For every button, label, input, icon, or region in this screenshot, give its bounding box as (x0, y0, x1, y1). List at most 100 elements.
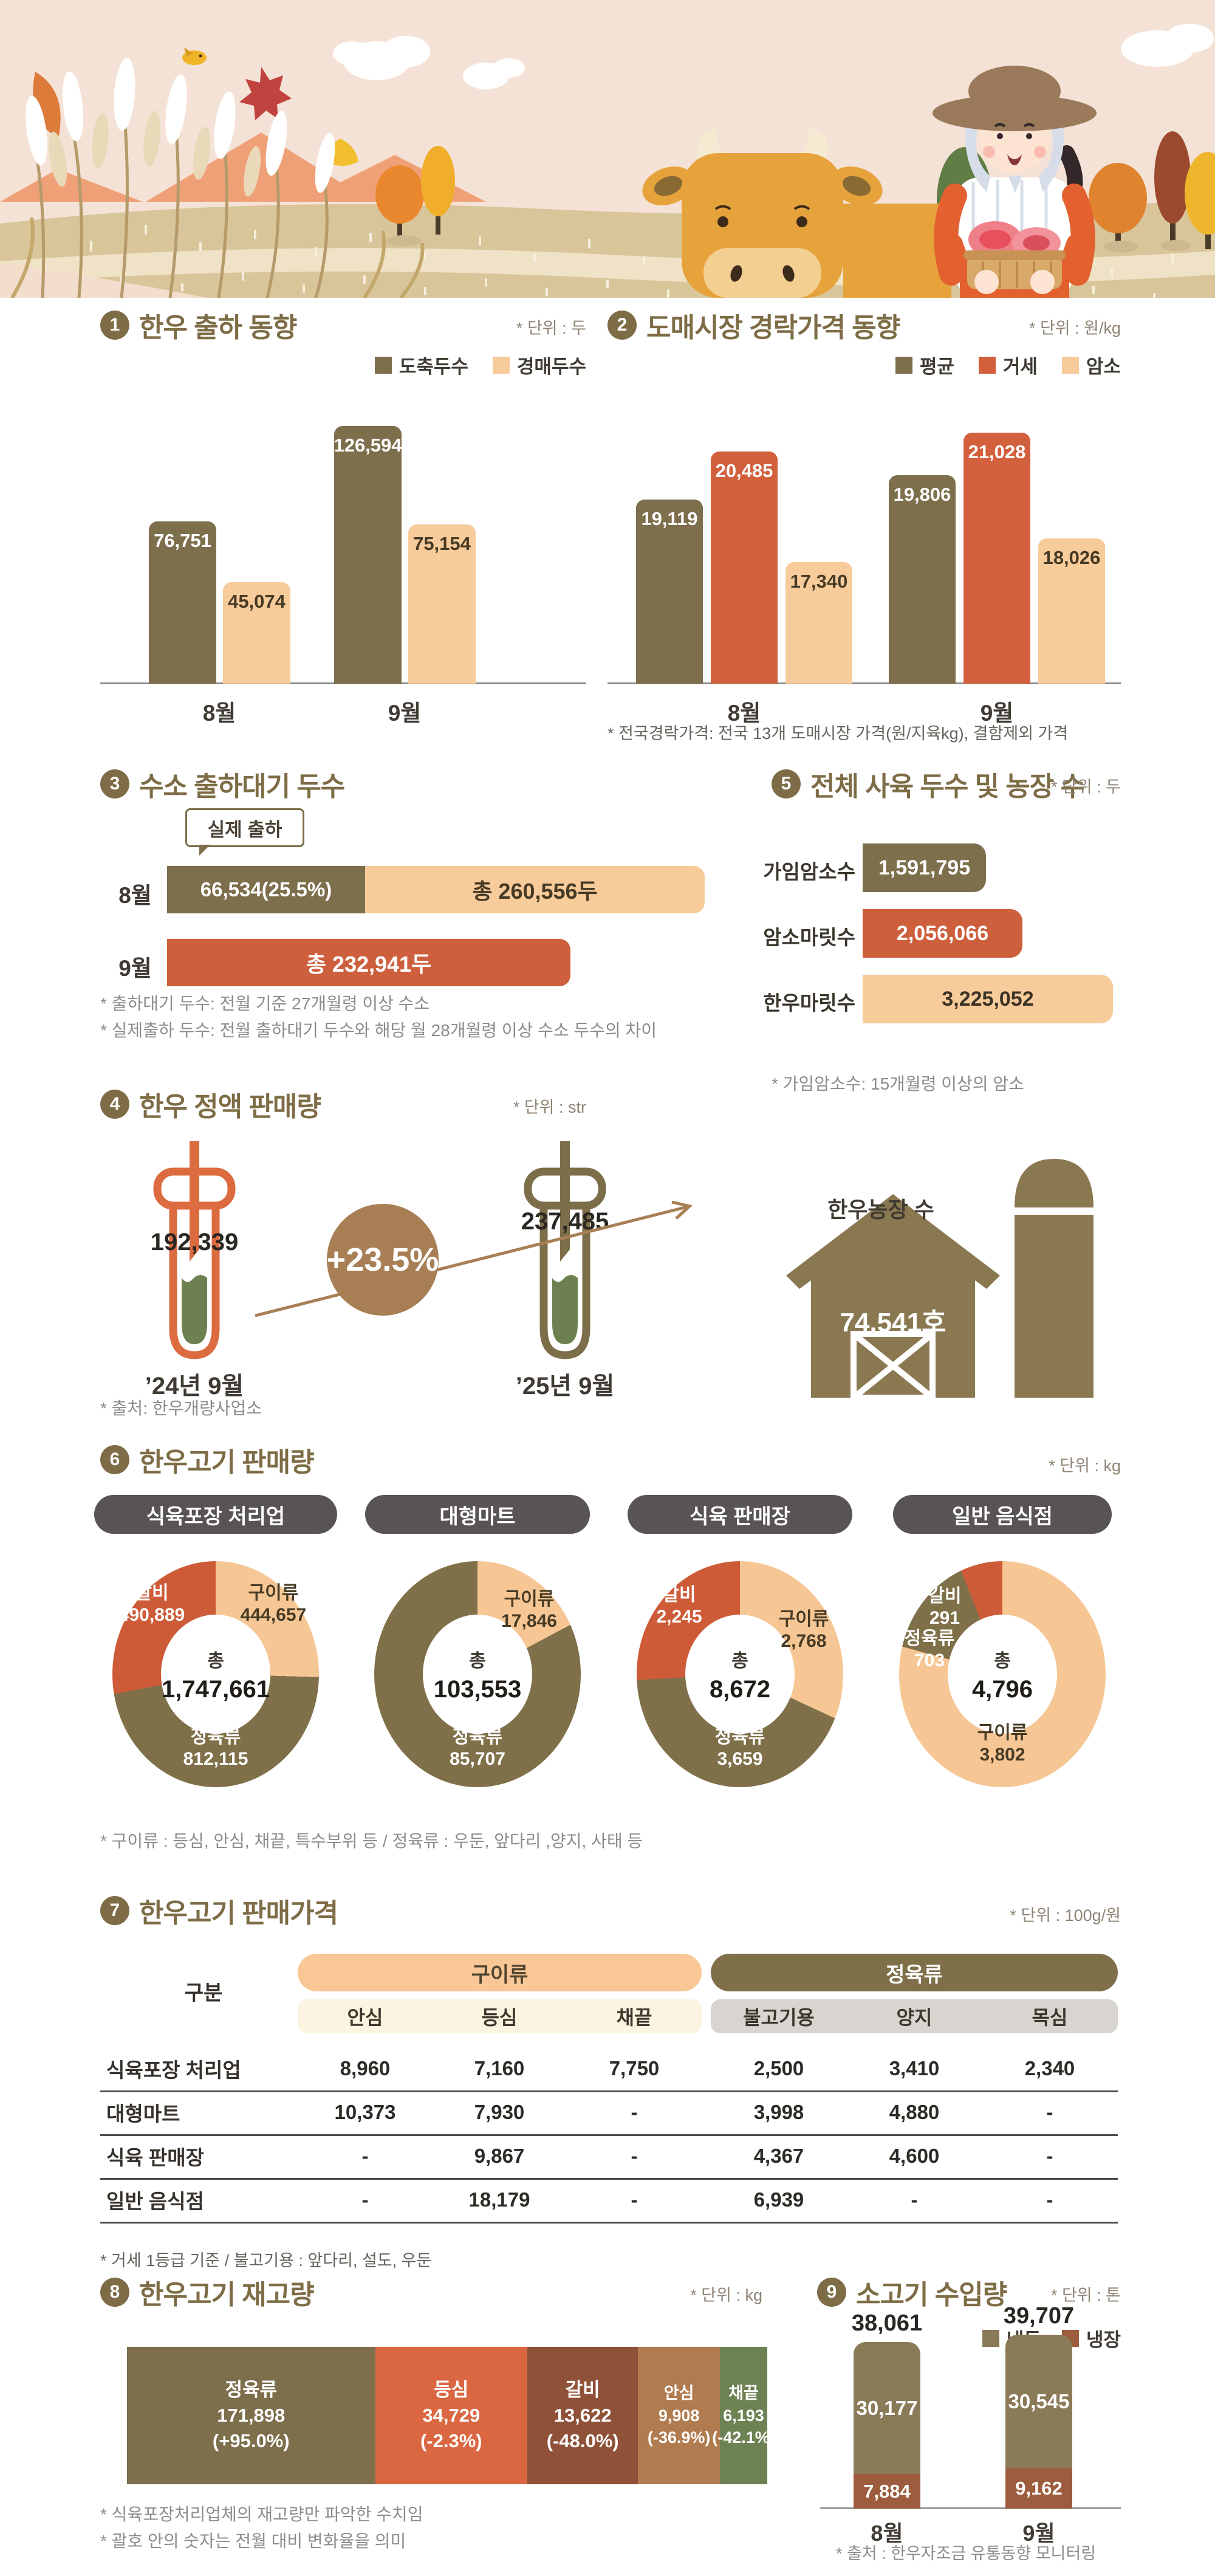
table-subheader-bg (711, 1999, 1118, 2033)
stock-segment-text: 채끝 (728, 2384, 759, 2403)
hbar-9월: 총 232,941두 (167, 939, 570, 986)
donut-total-value: 1,747,661 (162, 1675, 270, 1703)
section-9-unit: * 단위 : 톤 (1050, 2286, 1121, 2304)
slice-label-갈비: 갈비 2,245 (656, 1584, 702, 1628)
section-4-badge: 4 (100, 1090, 129, 1119)
bar-total: 38,061 (851, 2310, 923, 2336)
table-row: 식육포장 처리업 8,960 7,160 7,750 2,500 3,410 2,340 (100, 2047, 1118, 2092)
slice-value: 291 (929, 1608, 960, 1628)
table-column-header: 불고기용 (743, 2007, 815, 2028)
section-5-title: 5 전체 사육 두수 및 농장 수 (772, 764, 1085, 803)
bar-value: 17,340 (790, 571, 848, 592)
bar-value: 30,177 (856, 2396, 918, 2419)
section-2-title: 2 도매시장 경락가격 동향 (608, 306, 900, 345)
testtube-icon (513, 1141, 617, 1378)
donut-chart-대형마트: 총 103,553 구이류 17,846 정육류 85,707 (374, 1561, 581, 1787)
slice-name: 갈비 (928, 1586, 962, 1606)
segment-value: 66,534(25.5%) (200, 878, 332, 901)
channel-pill: 일반 음식점 (893, 1495, 1112, 1534)
stock-segment-text: (+95.0%) (212, 2430, 290, 2451)
legend-swatch (374, 356, 392, 374)
table-row-label: 일반 음식점 (106, 2190, 204, 2213)
legend-item: 평균 (895, 351, 954, 379)
slice-value: 17,846 (501, 1611, 557, 1631)
bar-value: 20,485 (715, 460, 773, 481)
table-column-header: 등심 (481, 2007, 518, 2028)
slice-name: 구이류 (248, 1583, 299, 1603)
donut-chart-식육 판매장: 총 8,672 구이류 2,768 정육류 3,659 갈비 2,245 (637, 1561, 843, 1787)
table-subheader-bg (298, 1999, 702, 2033)
slice-name: 정육류 (190, 1727, 241, 1747)
hbar-가임암소수: 1,591,795 (863, 843, 986, 892)
slice-name: 정육류 (904, 1629, 955, 1649)
legend-item: 도축두수 (374, 351, 468, 379)
section-1-unit: * 단위 : 두 (516, 319, 586, 337)
table-cell: - (631, 2188, 638, 2211)
bar-도축두수-8월: 76,751 (149, 521, 216, 684)
slice-label-구이류: 구이류 3,802 (977, 1722, 1028, 1766)
x-axis (608, 682, 1121, 684)
channel-pill: 대형마트 (365, 1495, 590, 1534)
bar-냉동-9월: 30,545 (1005, 2335, 1072, 2468)
table-cell: - (911, 2188, 918, 2211)
stock-segment-text: (-42.1%) (712, 2428, 775, 2447)
table-cell: 18,179 (468, 2188, 530, 2211)
stock-segment-text: 6,193 (723, 2406, 764, 2425)
bar-value: 21,028 (968, 441, 1026, 462)
slice-label-구이류: 구이류 444,657 (241, 1582, 306, 1626)
section-3-badge: 3 (100, 769, 129, 799)
slice-label-구이류: 구이류 17,846 (501, 1589, 557, 1632)
section-9-badge: 9 (817, 2278, 846, 2307)
table-column-header: 목심 (1032, 2007, 1068, 2028)
row-label: 8월 (118, 883, 152, 908)
table-group-pill-정육류: 정육류 (711, 1954, 1118, 1991)
table-column-header: 채끝 (616, 2007, 652, 2028)
section-8-note-2: * 괄호 안의 숫자는 전월 대비 변화율을 의미 (100, 2532, 406, 2550)
slice-name: 갈비 (662, 1585, 696, 1605)
row-label: 한우마릿수 (763, 992, 855, 1014)
section-7-unit: * 단위 : 100g/원 (1010, 1906, 1121, 1925)
legend-swatch (982, 2329, 999, 2347)
table-cell: 8,960 (340, 2057, 391, 2080)
table-row-header: 구분 (184, 1982, 223, 2005)
tube-value: 192,339 (150, 1229, 239, 1255)
table-row: 대형마트 10,373 7,930 - 3,998 4,880 - (100, 2090, 1118, 2136)
section-8-title: 8 한우고기 재고량 (100, 2273, 315, 2312)
stock-segment-정육류: 정육류 171,898 (+95.0%) (127, 2347, 375, 2484)
bar-평균-8월: 19,119 (636, 500, 703, 684)
donut-total-label: 총 (469, 1650, 486, 1671)
stock-segment-text: (-36.9%) (647, 2428, 711, 2447)
growth-arrow-icon (243, 1173, 705, 1331)
donut-total-value: 4,796 (971, 1675, 1033, 1703)
bar-암소-8월: 17,340 (785, 562, 852, 684)
table-column-header: 안심 (347, 2007, 383, 2028)
stock-segment-갈비: 갈비 13,622 (-48.0%) (527, 2347, 638, 2484)
segment-total: 총 232,941두 (306, 952, 432, 977)
table-cell: 6,939 (753, 2188, 804, 2211)
bar-value: 19,806 (893, 484, 951, 505)
segment-total: 총 260,556두 (472, 879, 598, 904)
bar-냉장-8월: 7,884 (854, 2474, 920, 2509)
segment-실제 출하: 66,534(25.5%) (167, 866, 365, 913)
bar-냉장-9월: 9,162 (1005, 2468, 1072, 2509)
stock-segment-text: 정육류 (225, 2379, 278, 2401)
bar-value: 7,884 (863, 2480, 911, 2502)
row-label: 가임암소수 (763, 860, 855, 883)
legend-swatch (895, 356, 912, 374)
table-row: 일반 음식점 - 18,179 - 6,939 - - (100, 2178, 1118, 2224)
legend-swatch (492, 356, 510, 374)
stock-segment-text: 13,622 (553, 2405, 612, 2427)
stock-segment-안심: 안심 9,908 (-36.9%) (638, 2347, 720, 2484)
slice-label-정육류: 정육류 3,659 (715, 1726, 765, 1770)
slice-value: 812,115 (183, 1749, 248, 1769)
table-cell: 9,867 (474, 2145, 525, 2167)
donut-total-label: 총 (994, 1650, 1011, 1671)
table-cell: 2,500 (753, 2057, 804, 2080)
legend-item: 암소 (1061, 351, 1121, 379)
bar-경매두수-8월: 45,074 (223, 582, 290, 684)
section-6-badge: 6 (100, 1445, 129, 1474)
donut-center: 총 4,796 (948, 1615, 1057, 1734)
table-row-label: 식육 판매장 (106, 2146, 204, 2169)
